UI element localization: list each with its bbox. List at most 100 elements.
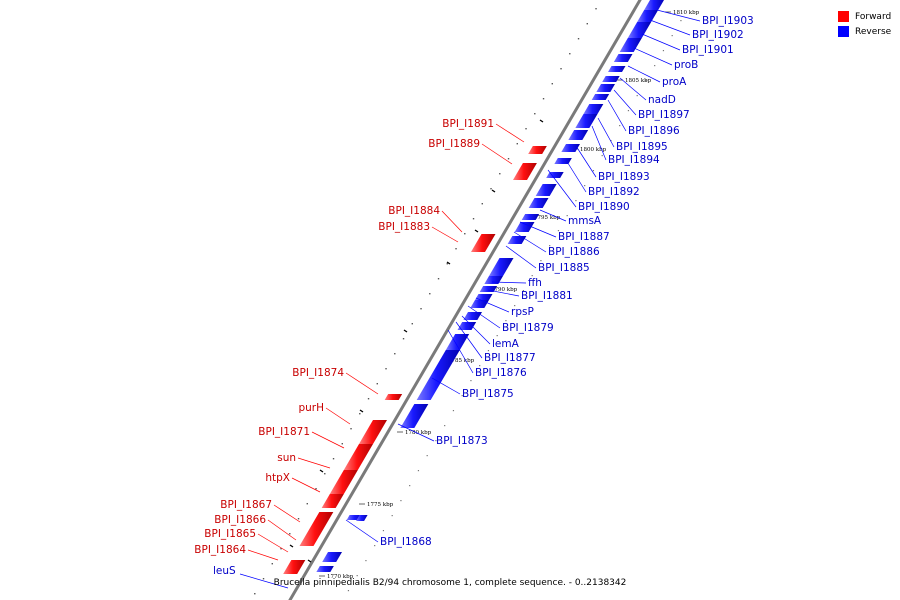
forward-leader-line bbox=[297, 457, 331, 469]
reverse-gene-label: proA bbox=[662, 76, 687, 88]
track-dot bbox=[595, 8, 597, 10]
track-dot bbox=[470, 380, 472, 382]
track-dot bbox=[289, 533, 291, 535]
reverse-feature bbox=[602, 76, 620, 82]
track-dot bbox=[367, 398, 370, 400]
reverse-leader-line bbox=[591, 125, 607, 161]
forward-feature bbox=[343, 444, 373, 470]
track-dot bbox=[359, 413, 361, 415]
track-dot bbox=[315, 488, 317, 490]
reverse-gene-label: leuS bbox=[213, 565, 236, 577]
scale-dash bbox=[289, 544, 294, 548]
forward-gene-label: BPI_I1883 bbox=[378, 221, 430, 233]
reverse-feature bbox=[575, 114, 598, 128]
track-dot bbox=[505, 320, 507, 322]
tick-label: 1780 kbp bbox=[405, 430, 432, 436]
track-dot bbox=[409, 485, 411, 487]
track-dot bbox=[429, 293, 431, 295]
reverse-leader-line bbox=[519, 221, 557, 238]
track-dot bbox=[347, 590, 350, 592]
reverse-leader-line bbox=[613, 89, 637, 116]
track-dot bbox=[280, 548, 282, 550]
track-dot bbox=[455, 248, 457, 250]
track-dot bbox=[560, 68, 562, 70]
track-dot bbox=[654, 65, 656, 67]
reverse-gene-label: rpsP bbox=[511, 306, 534, 318]
track-dot bbox=[534, 113, 536, 115]
track-dot bbox=[575, 200, 577, 202]
forward-feature bbox=[384, 394, 403, 400]
reverse-leader-line bbox=[656, 9, 701, 22]
legend-reverse: Reverse bbox=[838, 24, 891, 39]
track-dot bbox=[479, 365, 481, 367]
tick-label: 1770 kbp bbox=[327, 574, 354, 580]
track-dot bbox=[446, 263, 448, 265]
track-dot bbox=[461, 395, 463, 397]
reverse-gene-label: BPI_I1903 bbox=[702, 15, 754, 27]
forward-gene-label: BPI_I1871 bbox=[258, 426, 310, 438]
track-dot bbox=[516, 143, 518, 145]
reverse-gene-label: BPI_I1895 bbox=[616, 141, 668, 153]
track-dot bbox=[417, 470, 420, 472]
reverse-leader-line bbox=[547, 169, 577, 208]
forward-feature bbox=[283, 560, 306, 574]
track-dot bbox=[385, 368, 387, 370]
forward-gene-label: BPI_I1889 bbox=[428, 138, 480, 150]
track-dot bbox=[542, 98, 545, 100]
reverse-feature bbox=[400, 404, 429, 428]
forward-leader-line bbox=[345, 372, 379, 395]
reverse-feature bbox=[322, 552, 342, 562]
forward-leader-line bbox=[257, 533, 289, 553]
track-dot bbox=[262, 578, 265, 580]
forward-leader-line bbox=[273, 504, 301, 523]
tick-label: 1800 kbp bbox=[580, 147, 607, 153]
scale-dash bbox=[319, 469, 324, 473]
forward-feature bbox=[321, 494, 344, 508]
reverse-leader-line bbox=[627, 65, 661, 83]
reverse-leader-line bbox=[467, 305, 501, 329]
reverse-gene-label: BPI_I1894 bbox=[608, 154, 660, 166]
reverse-feature bbox=[484, 276, 503, 284]
track-dot bbox=[549, 245, 551, 247]
reverse-feature bbox=[514, 222, 535, 232]
forward-gene-label: BPI_I1874 bbox=[292, 367, 344, 379]
reverse-feature bbox=[507, 236, 527, 244]
reverse-leader-line bbox=[239, 573, 289, 589]
track-dot bbox=[496, 335, 498, 337]
track-dot bbox=[569, 53, 571, 55]
reverse-feature bbox=[528, 198, 549, 208]
reverse-leader-line bbox=[461, 315, 491, 345]
reverse-feature bbox=[356, 515, 368, 521]
track-dot bbox=[619, 125, 621, 127]
track-dot bbox=[332, 458, 335, 460]
track-dot bbox=[610, 140, 612, 142]
reverse-leader-line bbox=[491, 281, 527, 284]
reverse-feature bbox=[316, 566, 334, 572]
track-dot bbox=[391, 515, 393, 517]
scale-dash bbox=[403, 329, 408, 333]
scale-dash bbox=[446, 261, 451, 265]
reverse-feature bbox=[591, 94, 610, 100]
track-dot bbox=[297, 518, 300, 520]
map-caption: Brucella pinnipedialis B2/94 chromosome … bbox=[273, 578, 627, 588]
forward-gene-label: BPI_I1891 bbox=[442, 118, 494, 130]
track-dot bbox=[662, 50, 665, 52]
forward-feature bbox=[471, 234, 496, 252]
track-dot bbox=[435, 440, 437, 442]
track-dot bbox=[551, 83, 553, 85]
reverse-leader-line bbox=[455, 321, 483, 359]
scale-dash bbox=[539, 119, 544, 123]
track-dot bbox=[382, 530, 385, 532]
reverse-leader-line bbox=[345, 519, 379, 543]
reverse-feature bbox=[554, 158, 572, 164]
forward-feature bbox=[299, 512, 334, 546]
track-dot bbox=[481, 203, 483, 205]
reverse-leader-line bbox=[565, 159, 587, 193]
track-dot bbox=[420, 308, 422, 310]
reverse-gene-label: BPI_I1873 bbox=[436, 435, 488, 447]
forward-feature bbox=[528, 146, 547, 154]
reverse-leader-line bbox=[447, 329, 474, 374]
track-dot bbox=[592, 170, 595, 172]
forward-gene-label: sun bbox=[277, 452, 296, 464]
